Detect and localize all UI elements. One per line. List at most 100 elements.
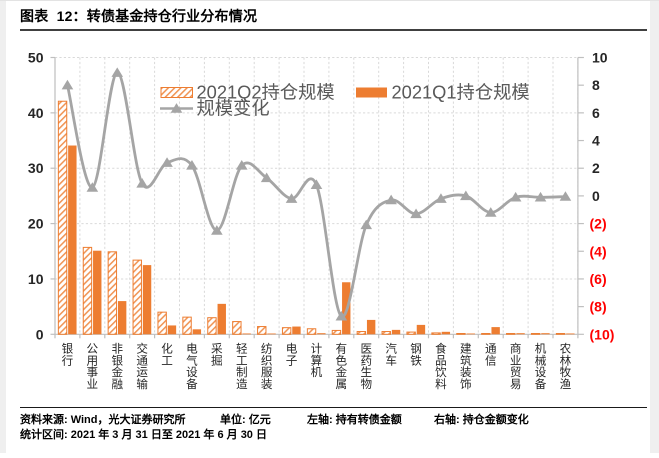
line-markers — [61, 67, 572, 321]
legend-swatch-q1 — [356, 87, 387, 98]
triangle-marker-19 — [534, 191, 547, 202]
bar-q2-1 — [82, 246, 93, 335]
triangle-marker-11 — [335, 310, 348, 321]
svg-text:子: 子 — [286, 354, 298, 367]
triangle-marker-6 — [211, 225, 223, 235]
x-axis-labels: 银行公用事业非银金融交通运输化工电气设备采掘轻工制造纺织服装电子计算机有色金属医… — [62, 341, 572, 391]
bar-q2-8 — [257, 326, 267, 335]
x-label-6: 采掘 — [211, 342, 223, 367]
bar-q2-4 — [157, 311, 167, 335]
svg-text:采: 采 — [211, 342, 223, 355]
svg-text:8: 8 — [592, 77, 600, 93]
bar-q1-10 — [317, 333, 326, 335]
bar-q1-17 — [491, 327, 500, 335]
svg-text:造: 造 — [236, 377, 248, 391]
svg-text:饮: 饮 — [435, 366, 447, 379]
svg-text:银: 银 — [62, 341, 74, 355]
svg-text:工: 工 — [161, 354, 173, 367]
triangle-marker-15 — [435, 193, 447, 203]
svg-text:农: 农 — [560, 341, 572, 355]
right-axis-labels: (10) (8) (6) (4) (2) 0 2 4 6 8 10 — [590, 50, 615, 343]
svg-text:生: 生 — [360, 365, 372, 379]
bar-q2-13 — [381, 331, 391, 335]
svg-text:备: 备 — [535, 377, 547, 391]
bar-q2-9 — [281, 327, 292, 335]
bar-q2-12 — [356, 331, 367, 335]
triangle-marker-13 — [385, 194, 397, 205]
bar-q1-5 — [192, 329, 202, 335]
legend-swatch-q2 — [160, 87, 193, 98]
footer-right-axis-note: 右轴: 持仓金额变化 — [434, 414, 529, 426]
svg-text:建: 建 — [460, 341, 472, 355]
bar-q2-16 — [456, 333, 466, 335]
svg-text:贸: 贸 — [510, 366, 522, 379]
svg-text:电: 电 — [186, 342, 198, 355]
x-label-9: 电子 — [286, 342, 298, 367]
svg-text:易: 易 — [510, 378, 522, 391]
svg-text:融: 融 — [111, 378, 123, 391]
svg-text:金: 金 — [111, 365, 123, 379]
svg-text:(6): (6) — [590, 271, 607, 287]
page-edge-top — [0, 0, 659, 1]
left-axis-labels: 0 10 20 30 40 50 — [28, 50, 44, 343]
svg-text:业: 业 — [87, 378, 99, 391]
svg-text:机: 机 — [535, 341, 547, 355]
svg-text:药: 药 — [360, 354, 372, 367]
svg-text:10: 10 — [28, 271, 44, 287]
bar-q1-13 — [391, 329, 401, 335]
bar-q2-3 — [132, 259, 142, 335]
svg-text:电: 电 — [286, 342, 298, 355]
triangle-marker-16 — [460, 190, 472, 201]
svg-text:色: 色 — [336, 353, 348, 367]
svg-text:10: 10 — [592, 50, 608, 66]
svg-text:(10): (10) — [590, 326, 615, 342]
triangle-marker-3 — [136, 178, 148, 188]
triangle-marker-20 — [559, 191, 572, 201]
svg-text:装: 装 — [261, 378, 273, 391]
triangle-marker-1 — [86, 182, 99, 192]
svg-text:公: 公 — [87, 342, 99, 355]
svg-text:运: 运 — [136, 366, 148, 379]
svg-text:银: 银 — [111, 353, 123, 367]
svg-text:2: 2 — [592, 160, 600, 176]
legend-label-q1: 2021Q1持仓规模 — [392, 82, 530, 103]
svg-text:事: 事 — [87, 366, 99, 379]
svg-text:(8): (8) — [590, 299, 607, 315]
svg-text:30: 30 — [28, 160, 44, 176]
bar-q2-20 — [555, 333, 566, 335]
svg-text:属: 属 — [336, 378, 348, 391]
bar-q2-15 — [431, 332, 441, 335]
svg-text:气: 气 — [186, 353, 198, 367]
legend-label-q2: 2021Q2持仓规模 — [197, 82, 335, 103]
svg-text:6: 6 — [592, 105, 600, 121]
svg-text:钢: 钢 — [410, 342, 422, 355]
bar-q1-9 — [292, 326, 301, 335]
svg-text:商: 商 — [510, 341, 522, 355]
bar-q1-8 — [267, 333, 276, 335]
svg-text:输: 输 — [136, 377, 148, 391]
x-label-13: 汽车 — [385, 341, 397, 367]
svg-text:通: 通 — [136, 354, 148, 367]
bar-q1-20 — [566, 333, 575, 335]
svg-text:行: 行 — [62, 354, 74, 367]
svg-text:20: 20 — [28, 216, 44, 232]
bar-q2-7 — [232, 321, 242, 335]
svg-text:工: 工 — [236, 354, 248, 367]
bars — [57, 100, 575, 335]
footer-unit-note: 单位: 亿元 — [220, 414, 271, 426]
triangle-marker-8 — [260, 172, 273, 183]
bar-q1-15 — [441, 331, 451, 335]
triangle-marker-10 — [310, 179, 323, 190]
bar-q2-18 — [506, 333, 516, 335]
triangle-marker-7 — [235, 160, 248, 170]
